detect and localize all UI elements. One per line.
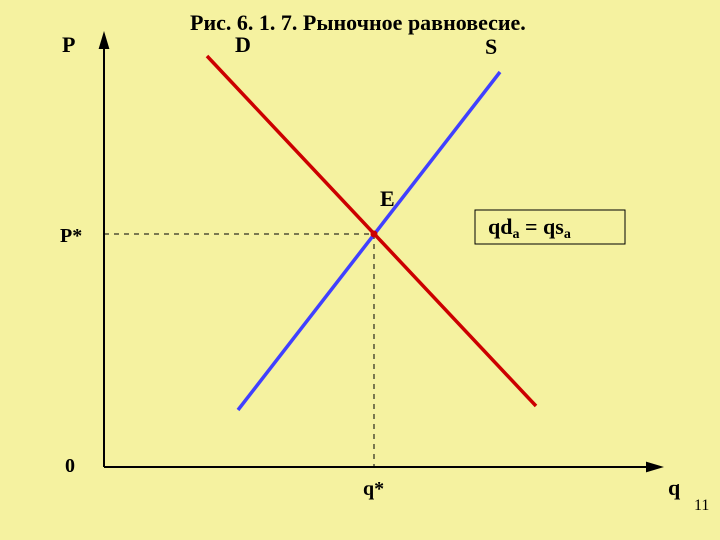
slide-number: 11 <box>694 497 709 514</box>
y-tick-label: P* <box>60 225 82 247</box>
x-axis-label: q <box>668 475 681 500</box>
demand-label: D <box>235 32 251 57</box>
y-axis-label: P <box>62 32 75 57</box>
x-tick-label: q* <box>363 478 384 500</box>
origin-label: 0 <box>65 455 75 477</box>
slide-canvas: Рис. 6. 1. 7. Рыночное равновесие. P P* … <box>0 0 720 540</box>
equation-text: qda = qsa <box>488 214 571 242</box>
slide-bg <box>0 0 720 540</box>
equilibrium-point <box>371 231 378 238</box>
equilibrium-label: E <box>380 186 395 211</box>
supply-label: S <box>485 34 497 59</box>
